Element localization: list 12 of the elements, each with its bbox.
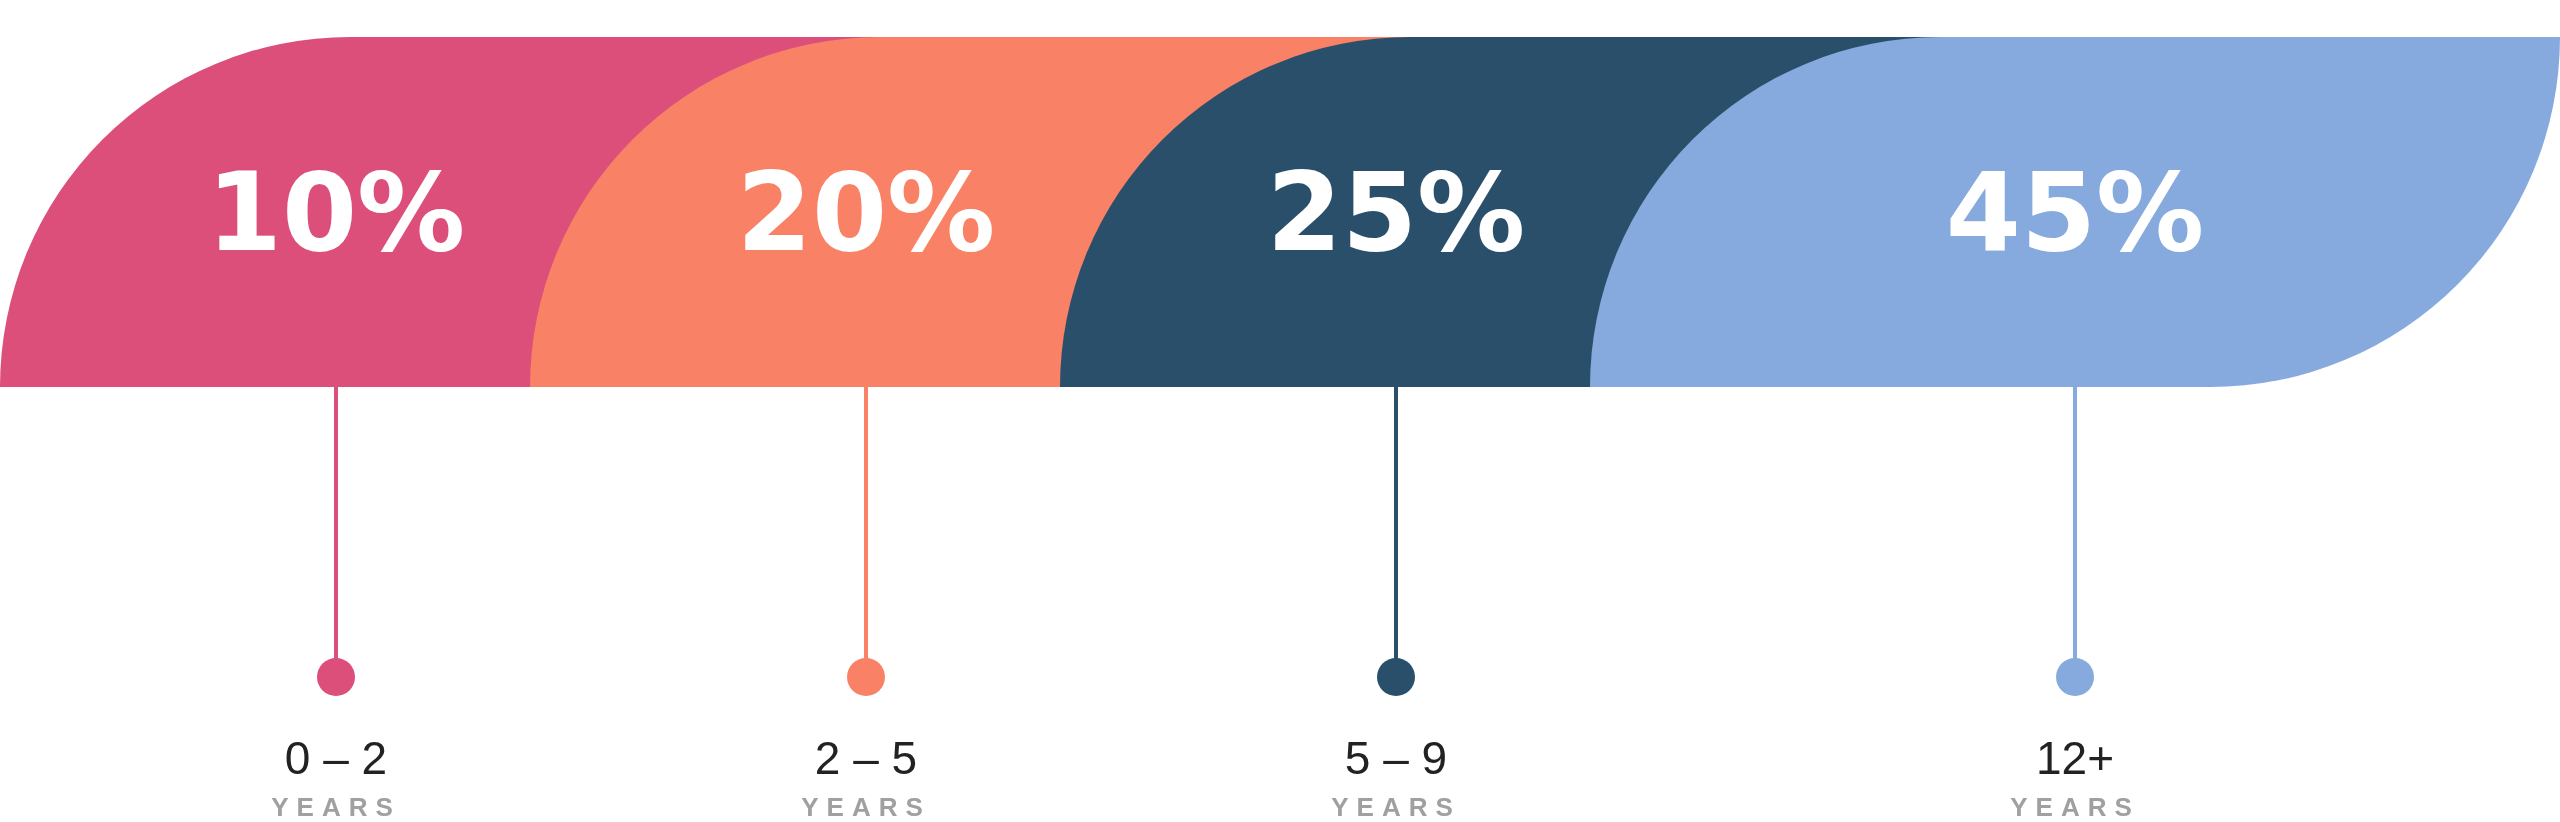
text: YEARS [801,792,931,822]
category-label: 0 – 2 [284,732,388,784]
data-label: 10% [206,150,466,275]
text: YEARS [2010,792,2140,822]
category-label: 5 – 9 [1344,732,1448,784]
category-label: 12+ [2035,732,2115,784]
data-label: 25% [1266,150,1526,275]
data-label: 20% [736,150,996,275]
text: YEARS [271,792,401,822]
text: YEARS [1331,792,1461,822]
data-label: 45% [1945,150,2205,275]
category-label: 2 – 5 [814,732,918,784]
